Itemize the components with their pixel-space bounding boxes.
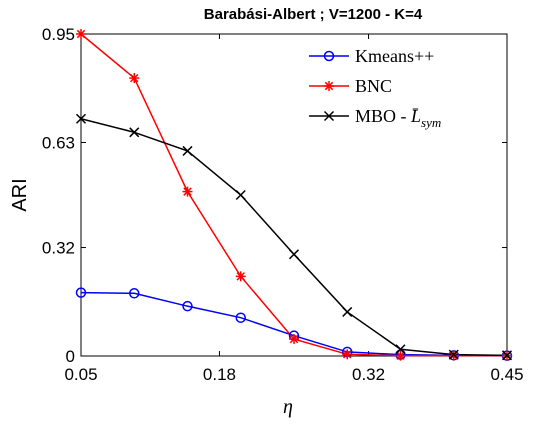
series-markers <box>75 29 513 361</box>
legend-entry: Kmeans++ <box>309 46 434 66</box>
data-point <box>182 145 193 156</box>
data-point <box>182 186 193 197</box>
data-point <box>76 29 86 39</box>
legend-swatch-marker <box>324 81 334 91</box>
legend-label: Kmeans++ <box>355 46 434 66</box>
axis-ticks: 0.05 0.18 0.32 0.45 0 0.32 0.63 0.95 <box>42 25 524 384</box>
chart-title: Barabási-Albert ; V=1200 - K=4 <box>204 6 423 23</box>
data-point <box>395 350 406 361</box>
data-point <box>235 271 246 282</box>
data-point <box>501 350 513 361</box>
x-tick-label: 0.18 <box>203 365 236 384</box>
series-line-0 <box>80 291 508 357</box>
x-axis-label: η <box>283 396 293 418</box>
y-axis-label: ARI <box>9 178 31 211</box>
data-point <box>182 300 193 312</box>
legend-entry: MBO - L̄sym <box>309 106 441 130</box>
legend-label-subscript: sym <box>421 115 441 130</box>
legend-label: BNC <box>355 76 392 96</box>
data-point <box>75 287 87 298</box>
x-tick-label: 0.05 <box>64 365 97 384</box>
legend-swatch-marker <box>323 50 335 62</box>
data-point <box>129 127 140 138</box>
x-tick-label: 0.32 <box>352 365 385 384</box>
data-point <box>289 334 299 345</box>
data-point <box>129 288 140 299</box>
data-point <box>288 249 300 260</box>
y-tick-label: 0.32 <box>42 239 75 258</box>
data-point <box>342 306 353 317</box>
legend-entry: BNC <box>309 76 392 96</box>
y-tick-label: 0.63 <box>42 133 75 152</box>
legend-label-main: MBO - <box>355 106 411 126</box>
legend: Kmeans++ BNC MBO - L̄sym <box>302 40 502 132</box>
y-tick-label: 0 <box>66 347 75 366</box>
data-point <box>235 189 246 201</box>
x-tick-label: 0.45 <box>490 365 523 384</box>
legend-label: MBO - L̄sym <box>355 106 441 130</box>
series-line-2 <box>80 118 508 357</box>
data-point <box>342 349 353 360</box>
data-point <box>75 113 87 124</box>
legend-label-symbol: L̄ <box>410 106 421 126</box>
plot-area-frame <box>80 33 508 357</box>
legend-swatch-marker <box>323 110 335 122</box>
data-point <box>235 312 246 323</box>
data-point <box>448 349 459 360</box>
data-point <box>129 73 140 84</box>
data-point <box>395 344 406 355</box>
y-tick-label: 0.95 <box>42 25 75 44</box>
